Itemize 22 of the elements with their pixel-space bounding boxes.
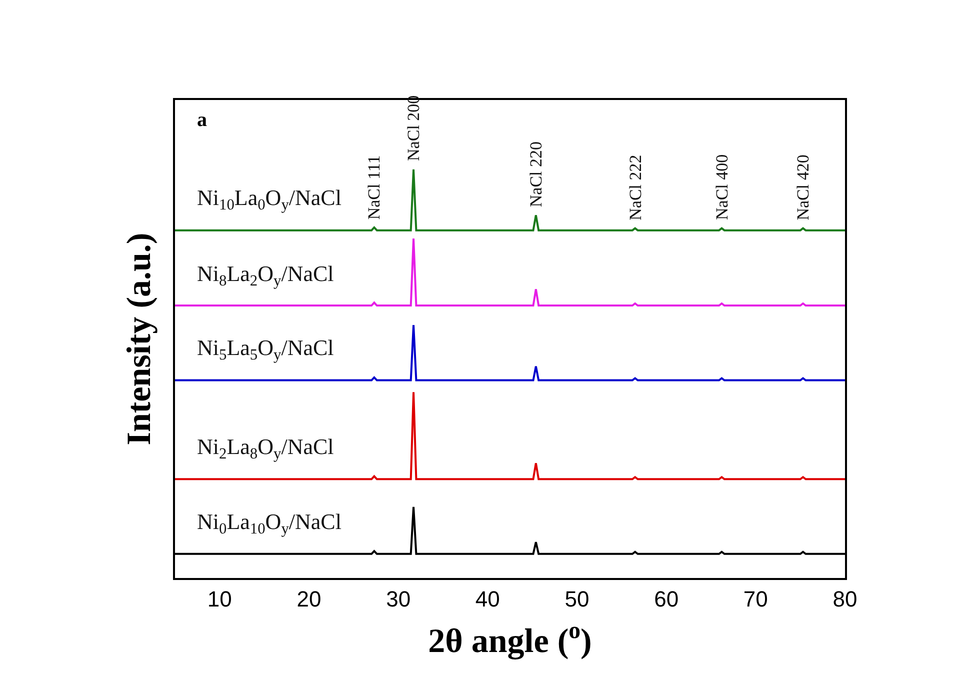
x-tick-label: 60 <box>654 586 679 612</box>
annotation: NaCl 111 <box>364 155 384 220</box>
x-axis-title: 2θ angle ($^{o}$) <box>428 618 592 660</box>
series-label: Ni$_{5}$La$_{5}$O$_{y}$/NaCl <box>197 335 334 364</box>
text: a <box>197 109 207 131</box>
series-label: Ni$_{0}$La$_{10}$O$_{y}$/NaCl <box>197 509 342 538</box>
x-tick-label: 80 <box>832 586 858 612</box>
annotation: NaCl 222 <box>626 154 645 220</box>
x-tick-label: 10 <box>207 586 232 612</box>
annotation: NaCl 200 <box>404 95 424 161</box>
x-tick-label: 20 <box>296 586 322 612</box>
annotation: NaCl 220 <box>526 141 546 208</box>
x-tick-label: 70 <box>743 586 768 612</box>
x-tick-label: 40 <box>475 586 500 612</box>
x-tick-label: 30 <box>386 586 411 612</box>
y-axis-title: Intensity (a.u.) <box>121 232 158 446</box>
series-label: Ni$_{8}$La$_{2}$O$_{y}$/NaCl <box>197 261 334 290</box>
series-label: Ni$_{2}$La$_{8}$O$_{y}$/NaCl <box>197 434 334 463</box>
series-label: Ni$_{10}$La$_{0}$O$_{y}$/NaCl <box>197 185 342 214</box>
annotation: NaCl 400 <box>712 154 732 220</box>
x-tick-label: 50 <box>564 586 590 612</box>
annotation: NaCl 420 <box>794 154 813 220</box>
